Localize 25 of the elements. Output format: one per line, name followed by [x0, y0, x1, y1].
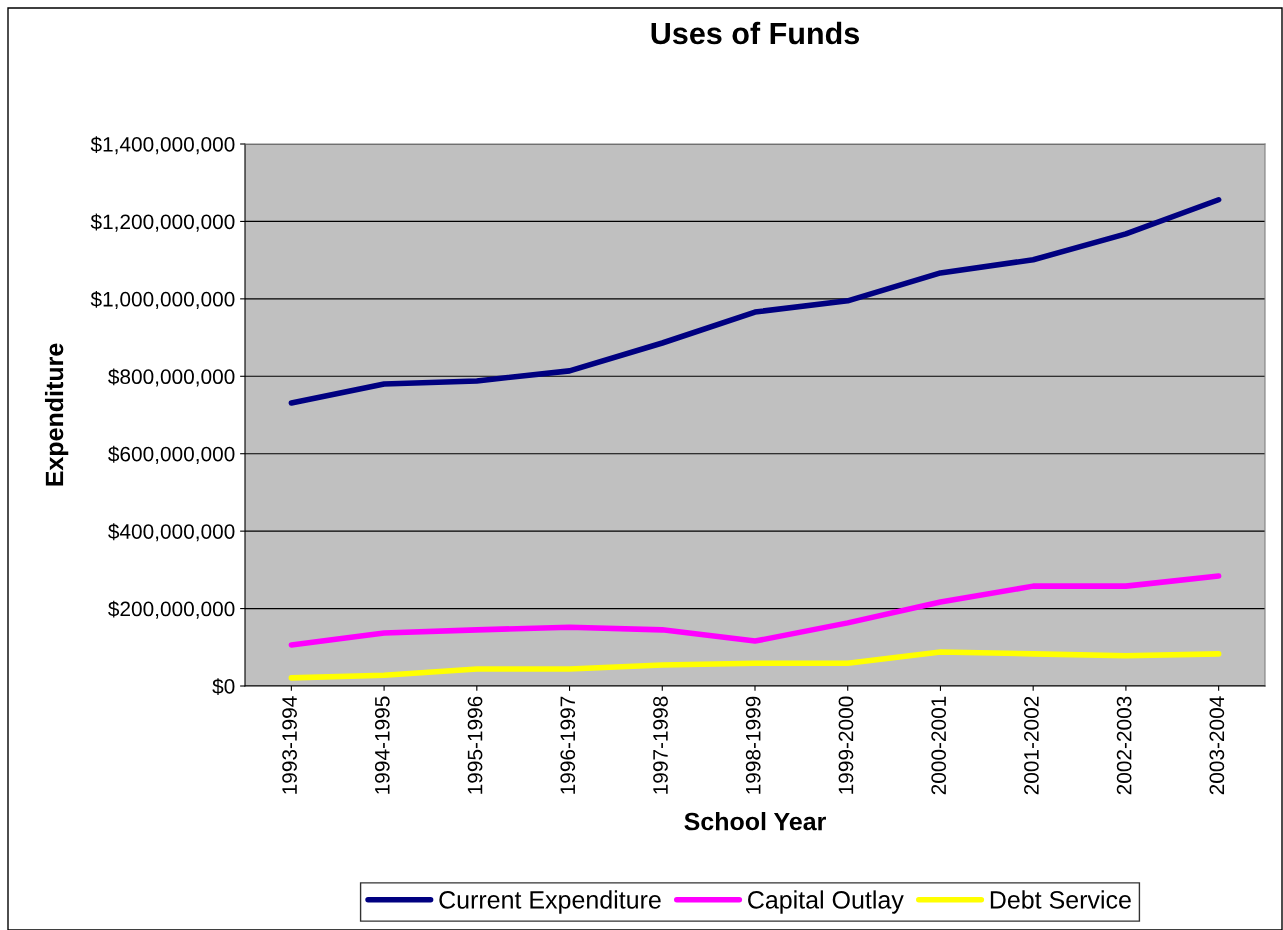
- y-tick-label: $800,000,000: [108, 368, 235, 387]
- x-tick-label: 1996-1997: [560, 696, 576, 794]
- x-tick-label: 1998-1999: [745, 696, 761, 794]
- y-tick-label: $400,000,000: [108, 523, 235, 542]
- x-tick-label: 1994-1995: [374, 696, 390, 794]
- x-axis-title: School Year: [684, 812, 826, 831]
- y-tick-label: $0: [212, 678, 235, 695]
- legend-label: Debt Service: [990, 890, 1131, 909]
- x-tick-label: 1999-2000: [838, 696, 854, 794]
- y-tick-label: $200,000,000: [108, 600, 235, 619]
- y-tick-label: $1,000,000,000: [90, 290, 235, 310]
- y-tick-label: $1,200,000,000: [90, 213, 235, 232]
- chart-title: Uses of Funds: [651, 21, 860, 45]
- y-axis-title: Expenditure: [44, 343, 69, 486]
- x-tick-label: 1995-1996: [467, 696, 483, 794]
- x-tick-label: 2003-2004: [1209, 696, 1225, 795]
- x-tick-label: 2000-2001: [931, 696, 947, 795]
- x-tick-label: 2002-2003: [1116, 696, 1132, 795]
- x-tick-label: 1997-1998: [653, 696, 668, 794]
- legend-label: Current Expenditure: [439, 890, 661, 914]
- y-tick-label: $1,400,000,000: [90, 136, 235, 155]
- x-tick-label: 1993-1994: [282, 696, 297, 794]
- legend-label: Capital Outlay: [748, 890, 904, 914]
- y-tick-label: $600,000,000: [108, 445, 235, 464]
- x-tick-label: 2001-2002: [1024, 696, 1039, 795]
